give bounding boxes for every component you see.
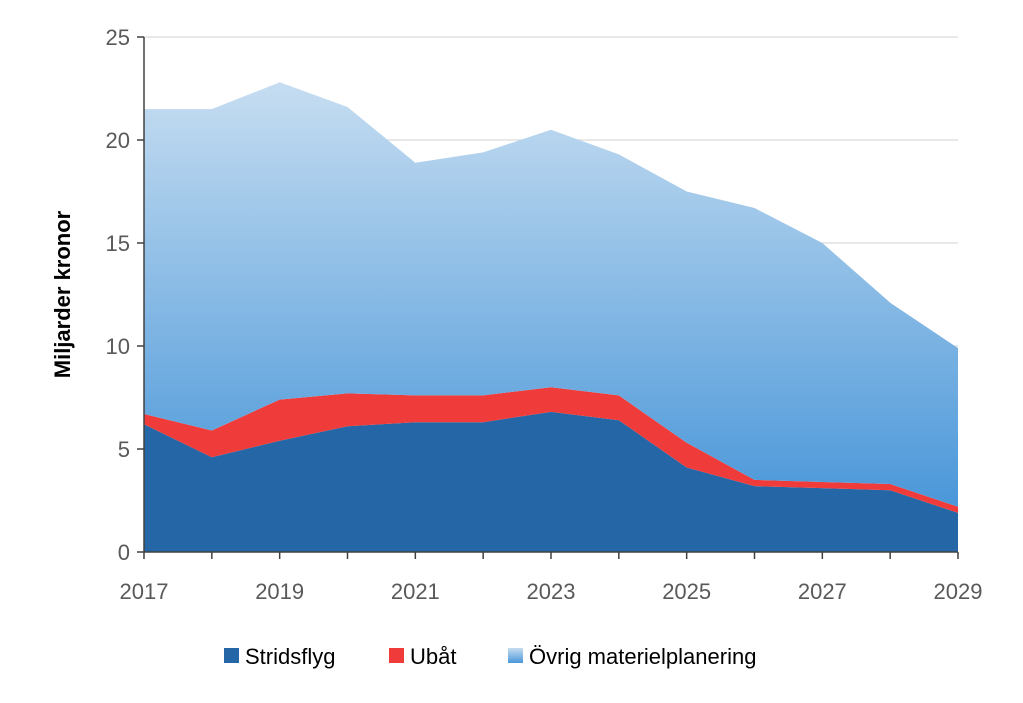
x-tick-label: 2023 — [527, 579, 576, 604]
legend-stridsflyg: Stridsflyg — [224, 644, 335, 669]
legend-swatch — [389, 648, 404, 663]
legend-swatch — [224, 648, 239, 663]
y-tick-label: 5 — [118, 437, 130, 462]
y-tick-label: 0 — [118, 540, 130, 565]
areas — [144, 82, 958, 552]
x-tick-label: 2021 — [391, 579, 440, 604]
y-tick-label: 10 — [106, 334, 130, 359]
legend-label: Stridsflyg — [245, 644, 335, 669]
legend-ovrig: Övrig materielplanering — [508, 644, 756, 669]
legend-label: Ubåt — [410, 644, 456, 669]
ovrig-materielplanering-area — [144, 82, 958, 507]
legend-ubat: Ubåt — [389, 644, 456, 669]
x-tick-label: 2029 — [934, 579, 983, 604]
x-tick-label: 2025 — [662, 579, 711, 604]
stridsflyg-area — [144, 411, 958, 552]
legend-label: Övrig materielplanering — [529, 644, 756, 669]
x-tick-label: 2017 — [120, 579, 169, 604]
ubat-area — [144, 387, 958, 513]
x-tick-label: 2019 — [255, 579, 304, 604]
y-tick-label: 20 — [106, 128, 130, 153]
legend-swatch — [508, 648, 523, 663]
y-tick-label: 15 — [106, 231, 130, 256]
y-axis-title: Miljarder kronor — [50, 210, 75, 378]
y-tick-label: 25 — [106, 25, 130, 50]
x-tick-label: 2027 — [798, 579, 847, 604]
legend: Stridsflyg Ubåt Övrig materielplanering — [224, 644, 756, 669]
